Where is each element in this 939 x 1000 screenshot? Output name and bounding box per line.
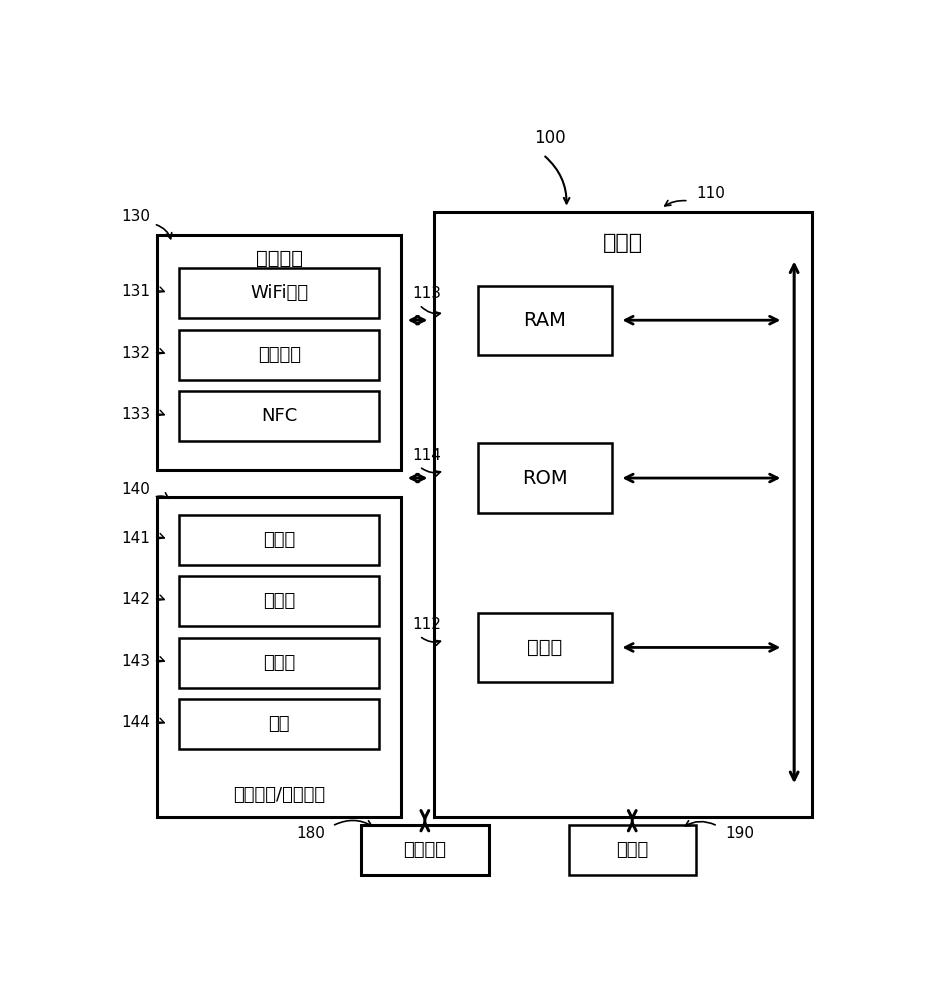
Text: 按键: 按键 <box>269 715 290 733</box>
Text: 190: 190 <box>725 826 754 841</box>
Text: 供电电源: 供电电源 <box>404 841 446 859</box>
Text: 控制器: 控制器 <box>603 233 643 253</box>
Text: 用户输入/输出接口: 用户输入/输出接口 <box>233 786 325 804</box>
Text: 麦克风: 麦克风 <box>263 531 296 549</box>
Text: WiFi芯片: WiFi芯片 <box>250 284 308 302</box>
Bar <box>478 613 612 682</box>
Bar <box>179 576 379 626</box>
Bar <box>179 699 379 749</box>
Text: 131: 131 <box>121 284 150 299</box>
Bar <box>362 825 488 875</box>
Text: 143: 143 <box>121 654 150 669</box>
Text: ROM: ROM <box>522 469 568 488</box>
Bar <box>179 268 379 318</box>
Text: 180: 180 <box>296 826 325 841</box>
Text: 130: 130 <box>121 209 150 224</box>
Text: 132: 132 <box>121 346 150 361</box>
Text: 113: 113 <box>412 286 441 301</box>
Bar <box>179 515 379 565</box>
Text: 处理器: 处理器 <box>528 638 562 657</box>
Text: 112: 112 <box>412 617 441 632</box>
Text: 100: 100 <box>534 129 566 147</box>
Bar <box>569 825 696 875</box>
Text: 110: 110 <box>696 186 725 201</box>
Text: RAM: RAM <box>523 311 566 330</box>
Text: 蓝牙模块: 蓝牙模块 <box>258 346 300 364</box>
Text: 144: 144 <box>121 715 150 730</box>
Text: 存储器: 存储器 <box>616 841 648 859</box>
Bar <box>434 212 812 817</box>
Bar <box>179 391 379 441</box>
Text: 140: 140 <box>121 482 150 497</box>
Bar <box>158 497 401 817</box>
Bar <box>158 235 401 470</box>
Bar <box>478 443 612 513</box>
Text: NFC: NFC <box>261 407 298 425</box>
Text: 触摸板: 触摸板 <box>263 592 296 610</box>
Bar <box>179 330 379 380</box>
Text: 141: 141 <box>121 531 150 546</box>
Text: 142: 142 <box>121 592 150 607</box>
Text: 通信接口: 通信接口 <box>255 249 302 268</box>
Text: 114: 114 <box>412 448 441 463</box>
Text: 传感器: 传感器 <box>263 654 296 672</box>
Bar <box>478 286 612 355</box>
Bar <box>179 638 379 688</box>
Text: 133: 133 <box>121 407 150 422</box>
